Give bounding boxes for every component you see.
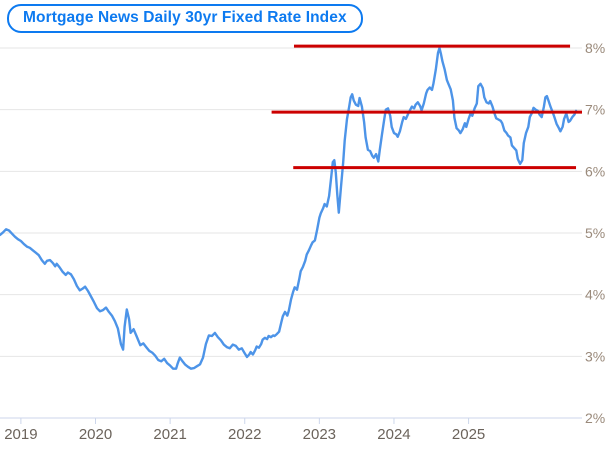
x-axis-label: 2025 <box>452 426 485 443</box>
x-axis-label: 2023 <box>303 426 336 443</box>
y-axis-label: 6% <box>585 163 605 179</box>
x-axis-label: 2022 <box>228 426 261 443</box>
y-axis-label: 3% <box>585 348 605 364</box>
y-axis-label: 4% <box>585 287 605 303</box>
y-axis-label: 7% <box>585 102 605 118</box>
x-axis-label: 2024 <box>377 426 410 443</box>
chart-title-box: Mortgage News Daily 30yr Fixed Rate Inde… <box>7 4 363 33</box>
y-axis-label: 5% <box>585 225 605 241</box>
x-axis-label: 2021 <box>153 426 186 443</box>
x-axis-label: 2020 <box>79 426 112 443</box>
y-axis-label: 8% <box>585 40 605 56</box>
x-axis-label: 2019 <box>4 426 37 443</box>
y-axis-label: 2% <box>585 410 605 426</box>
chart-title: Mortgage News Daily 30yr Fixed Rate Inde… <box>23 9 347 26</box>
rate-series-line <box>0 46 578 370</box>
